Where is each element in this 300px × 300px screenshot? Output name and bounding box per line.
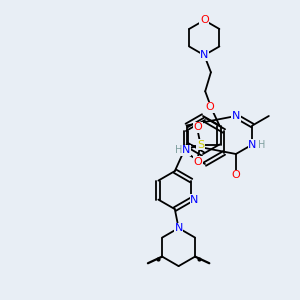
Text: N: N — [248, 140, 256, 149]
Text: H: H — [258, 140, 265, 149]
Text: S: S — [197, 140, 204, 149]
Text: H: H — [175, 145, 182, 155]
Text: O: O — [206, 102, 214, 112]
Text: O: O — [232, 170, 240, 180]
Text: N: N — [182, 145, 190, 155]
Text: N: N — [174, 223, 183, 233]
Text: O: O — [200, 15, 208, 25]
Text: N: N — [190, 195, 198, 205]
Text: O: O — [193, 157, 202, 167]
Text: O: O — [193, 122, 202, 132]
Text: N: N — [200, 50, 208, 60]
Text: N: N — [232, 111, 240, 121]
